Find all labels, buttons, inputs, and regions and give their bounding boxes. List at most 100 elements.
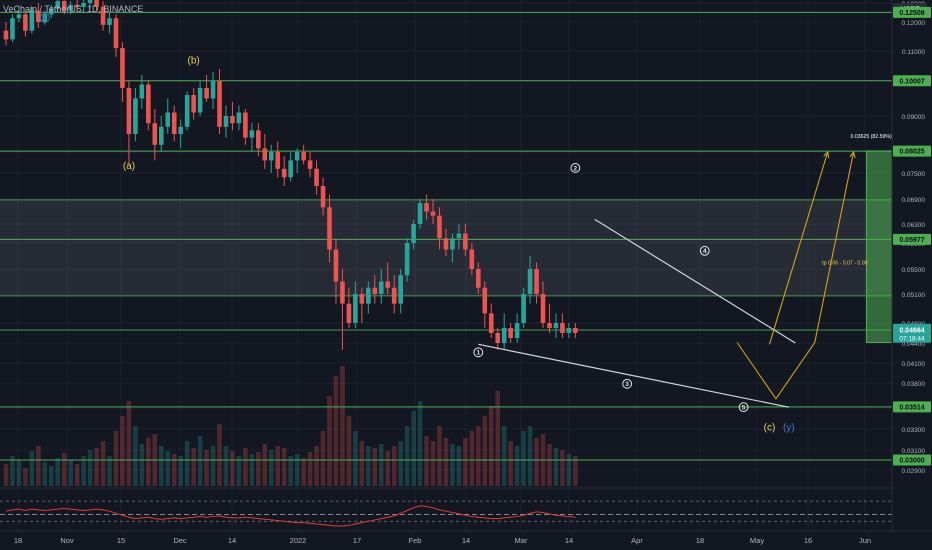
- candle-body: [514, 323, 520, 338]
- candle: [48, 4, 54, 19]
- volume-bar: [126, 401, 132, 486]
- candle-body: [230, 116, 235, 124]
- volume-bar: [158, 446, 164, 486]
- volume-bar: [288, 456, 293, 486]
- volume-bar: [107, 456, 112, 486]
- candle-body: [456, 233, 462, 239]
- candle-body: [281, 168, 287, 178]
- level-tag-box: [893, 145, 931, 157]
- candle: [411, 219, 416, 250]
- volume-bar: [314, 446, 319, 486]
- time-tick-label: Mar: [515, 536, 528, 545]
- candle: [243, 109, 248, 145]
- volume-bar: [411, 411, 416, 486]
- candle-body: [191, 95, 196, 113]
- wave-label-text: 4: [43, 15, 47, 22]
- level-tag-text: 0.03000: [899, 458, 924, 465]
- current-price-text: 0.04664: [899, 327, 924, 334]
- candle: [217, 69, 222, 134]
- volume-bar: [573, 456, 578, 486]
- volume-bar: [424, 436, 429, 486]
- level-tag-text: 0.08025: [899, 149, 924, 156]
- candle: [256, 123, 261, 157]
- wave-label: 4: [699, 245, 710, 256]
- price-axis-background: [892, 0, 932, 530]
- candle: [307, 152, 313, 178]
- candle: [3, 22, 9, 46]
- volume-bar: [100, 441, 106, 486]
- level-tag-box: [893, 233, 931, 245]
- time-axis: 18 Nov 15 Dec 14 2022 17 Feb 14 Mar 14 Apr 18 May 16 Ju…: [0, 530, 932, 550]
- candle-body: [184, 95, 190, 127]
- volume-bar: [508, 441, 513, 486]
- candle-body: [346, 303, 352, 323]
- wave-label: (a): [123, 161, 135, 172]
- candle: [437, 207, 442, 250]
- volume-bar: [430, 441, 436, 486]
- candle-body: [443, 238, 449, 250]
- wave-label: (y): [783, 422, 795, 433]
- volume-bar: [534, 438, 539, 486]
- volume-bar: [372, 448, 378, 486]
- candle-body: [139, 84, 145, 99]
- candle: [262, 134, 268, 169]
- candle-body: [16, 14, 22, 19]
- candle-body: [146, 84, 151, 124]
- candle-body: [165, 112, 171, 127]
- candle-body: [36, 10, 41, 22]
- projection-path: [736, 151, 855, 400]
- candle-body: [366, 287, 371, 304]
- volume-bar: [236, 456, 242, 486]
- candle-body: [547, 323, 552, 328]
- volume-bar: [139, 444, 145, 486]
- volume-bar: [48, 466, 54, 486]
- candle-body: [42, 14, 48, 22]
- candle: [16, 6, 22, 22]
- candle: [540, 281, 546, 328]
- candle: [184, 91, 190, 131]
- volume-bar: [359, 441, 365, 486]
- volume-bar: [327, 396, 332, 486]
- candle-body: [223, 116, 229, 127]
- candle-body: [68, 4, 73, 11]
- volume-bar: [391, 446, 397, 486]
- volume-bar: [249, 454, 255, 486]
- time-axis-background: [0, 531, 932, 550]
- time-tick-label: 18: [696, 536, 704, 545]
- candle: [417, 199, 423, 229]
- candle-body: [197, 88, 203, 113]
- candle: [333, 238, 339, 304]
- time-tick-label: 14: [462, 536, 470, 545]
- price-tags: USDT0.125080.100070.080250.059770.035140…: [893, 3, 931, 466]
- candle-body: [540, 294, 546, 323]
- candle: [152, 109, 158, 161]
- volume-bar: [307, 452, 313, 486]
- volume-bar: [191, 448, 196, 486]
- candle: [385, 262, 391, 294]
- candle-body: [100, 6, 106, 25]
- volume-bar: [547, 444, 552, 486]
- candle-body: [437, 215, 442, 239]
- candle-body: [210, 81, 216, 99]
- wave-label-text: 4: [703, 248, 707, 255]
- candle-body: [450, 238, 455, 250]
- price-tick-label: 0.05100: [902, 292, 926, 299]
- volume-bar: [527, 426, 533, 486]
- volume-bar: [165, 451, 171, 486]
- candle-body: [391, 287, 397, 304]
- candle: [547, 303, 552, 333]
- volume-bar: [333, 376, 339, 486]
- candle-body: [217, 81, 222, 127]
- volume-bar: [204, 450, 209, 486]
- candle-body: [55, 1, 61, 9]
- candle-body: [372, 287, 378, 294]
- candle-body: [469, 249, 475, 269]
- level-tag-text: 0.10007: [899, 78, 924, 85]
- volume-bar: [346, 416, 352, 486]
- candle-body: [320, 186, 326, 208]
- candle-body: [482, 287, 488, 314]
- level-tag-text: 0.05977: [899, 237, 924, 244]
- candle: [171, 105, 177, 142]
- candle-body: [81, 3, 86, 7]
